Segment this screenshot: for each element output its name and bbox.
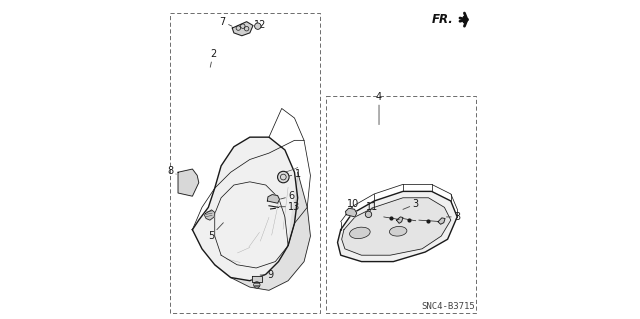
Ellipse shape bbox=[349, 227, 370, 239]
Text: 4: 4 bbox=[376, 92, 382, 125]
Circle shape bbox=[278, 171, 289, 183]
Text: 6: 6 bbox=[280, 191, 294, 201]
Text: 7: 7 bbox=[220, 17, 232, 27]
Text: 8: 8 bbox=[167, 166, 176, 176]
Polygon shape bbox=[215, 172, 310, 290]
Polygon shape bbox=[252, 276, 262, 282]
Text: 11: 11 bbox=[366, 202, 378, 213]
Text: SNC4-B3715: SNC4-B3715 bbox=[421, 302, 475, 311]
Text: 3: 3 bbox=[403, 199, 419, 209]
Polygon shape bbox=[268, 195, 280, 203]
Polygon shape bbox=[397, 217, 403, 223]
Text: 2: 2 bbox=[210, 49, 216, 67]
Polygon shape bbox=[178, 169, 199, 196]
Circle shape bbox=[365, 211, 372, 218]
Polygon shape bbox=[346, 208, 356, 217]
Circle shape bbox=[253, 282, 260, 288]
Polygon shape bbox=[337, 191, 457, 262]
Text: 9: 9 bbox=[260, 270, 273, 280]
Text: 3: 3 bbox=[447, 212, 460, 222]
Text: 1: 1 bbox=[286, 169, 301, 179]
Text: 10: 10 bbox=[347, 199, 360, 213]
Text: 13: 13 bbox=[279, 202, 300, 212]
Ellipse shape bbox=[389, 226, 407, 236]
Text: 12: 12 bbox=[254, 20, 266, 30]
Polygon shape bbox=[232, 22, 253, 36]
Polygon shape bbox=[438, 218, 445, 224]
Polygon shape bbox=[193, 137, 298, 281]
Polygon shape bbox=[205, 210, 215, 220]
Polygon shape bbox=[342, 198, 451, 255]
Text: 5: 5 bbox=[208, 223, 223, 241]
Circle shape bbox=[255, 23, 261, 29]
Text: FR.: FR. bbox=[432, 13, 454, 26]
